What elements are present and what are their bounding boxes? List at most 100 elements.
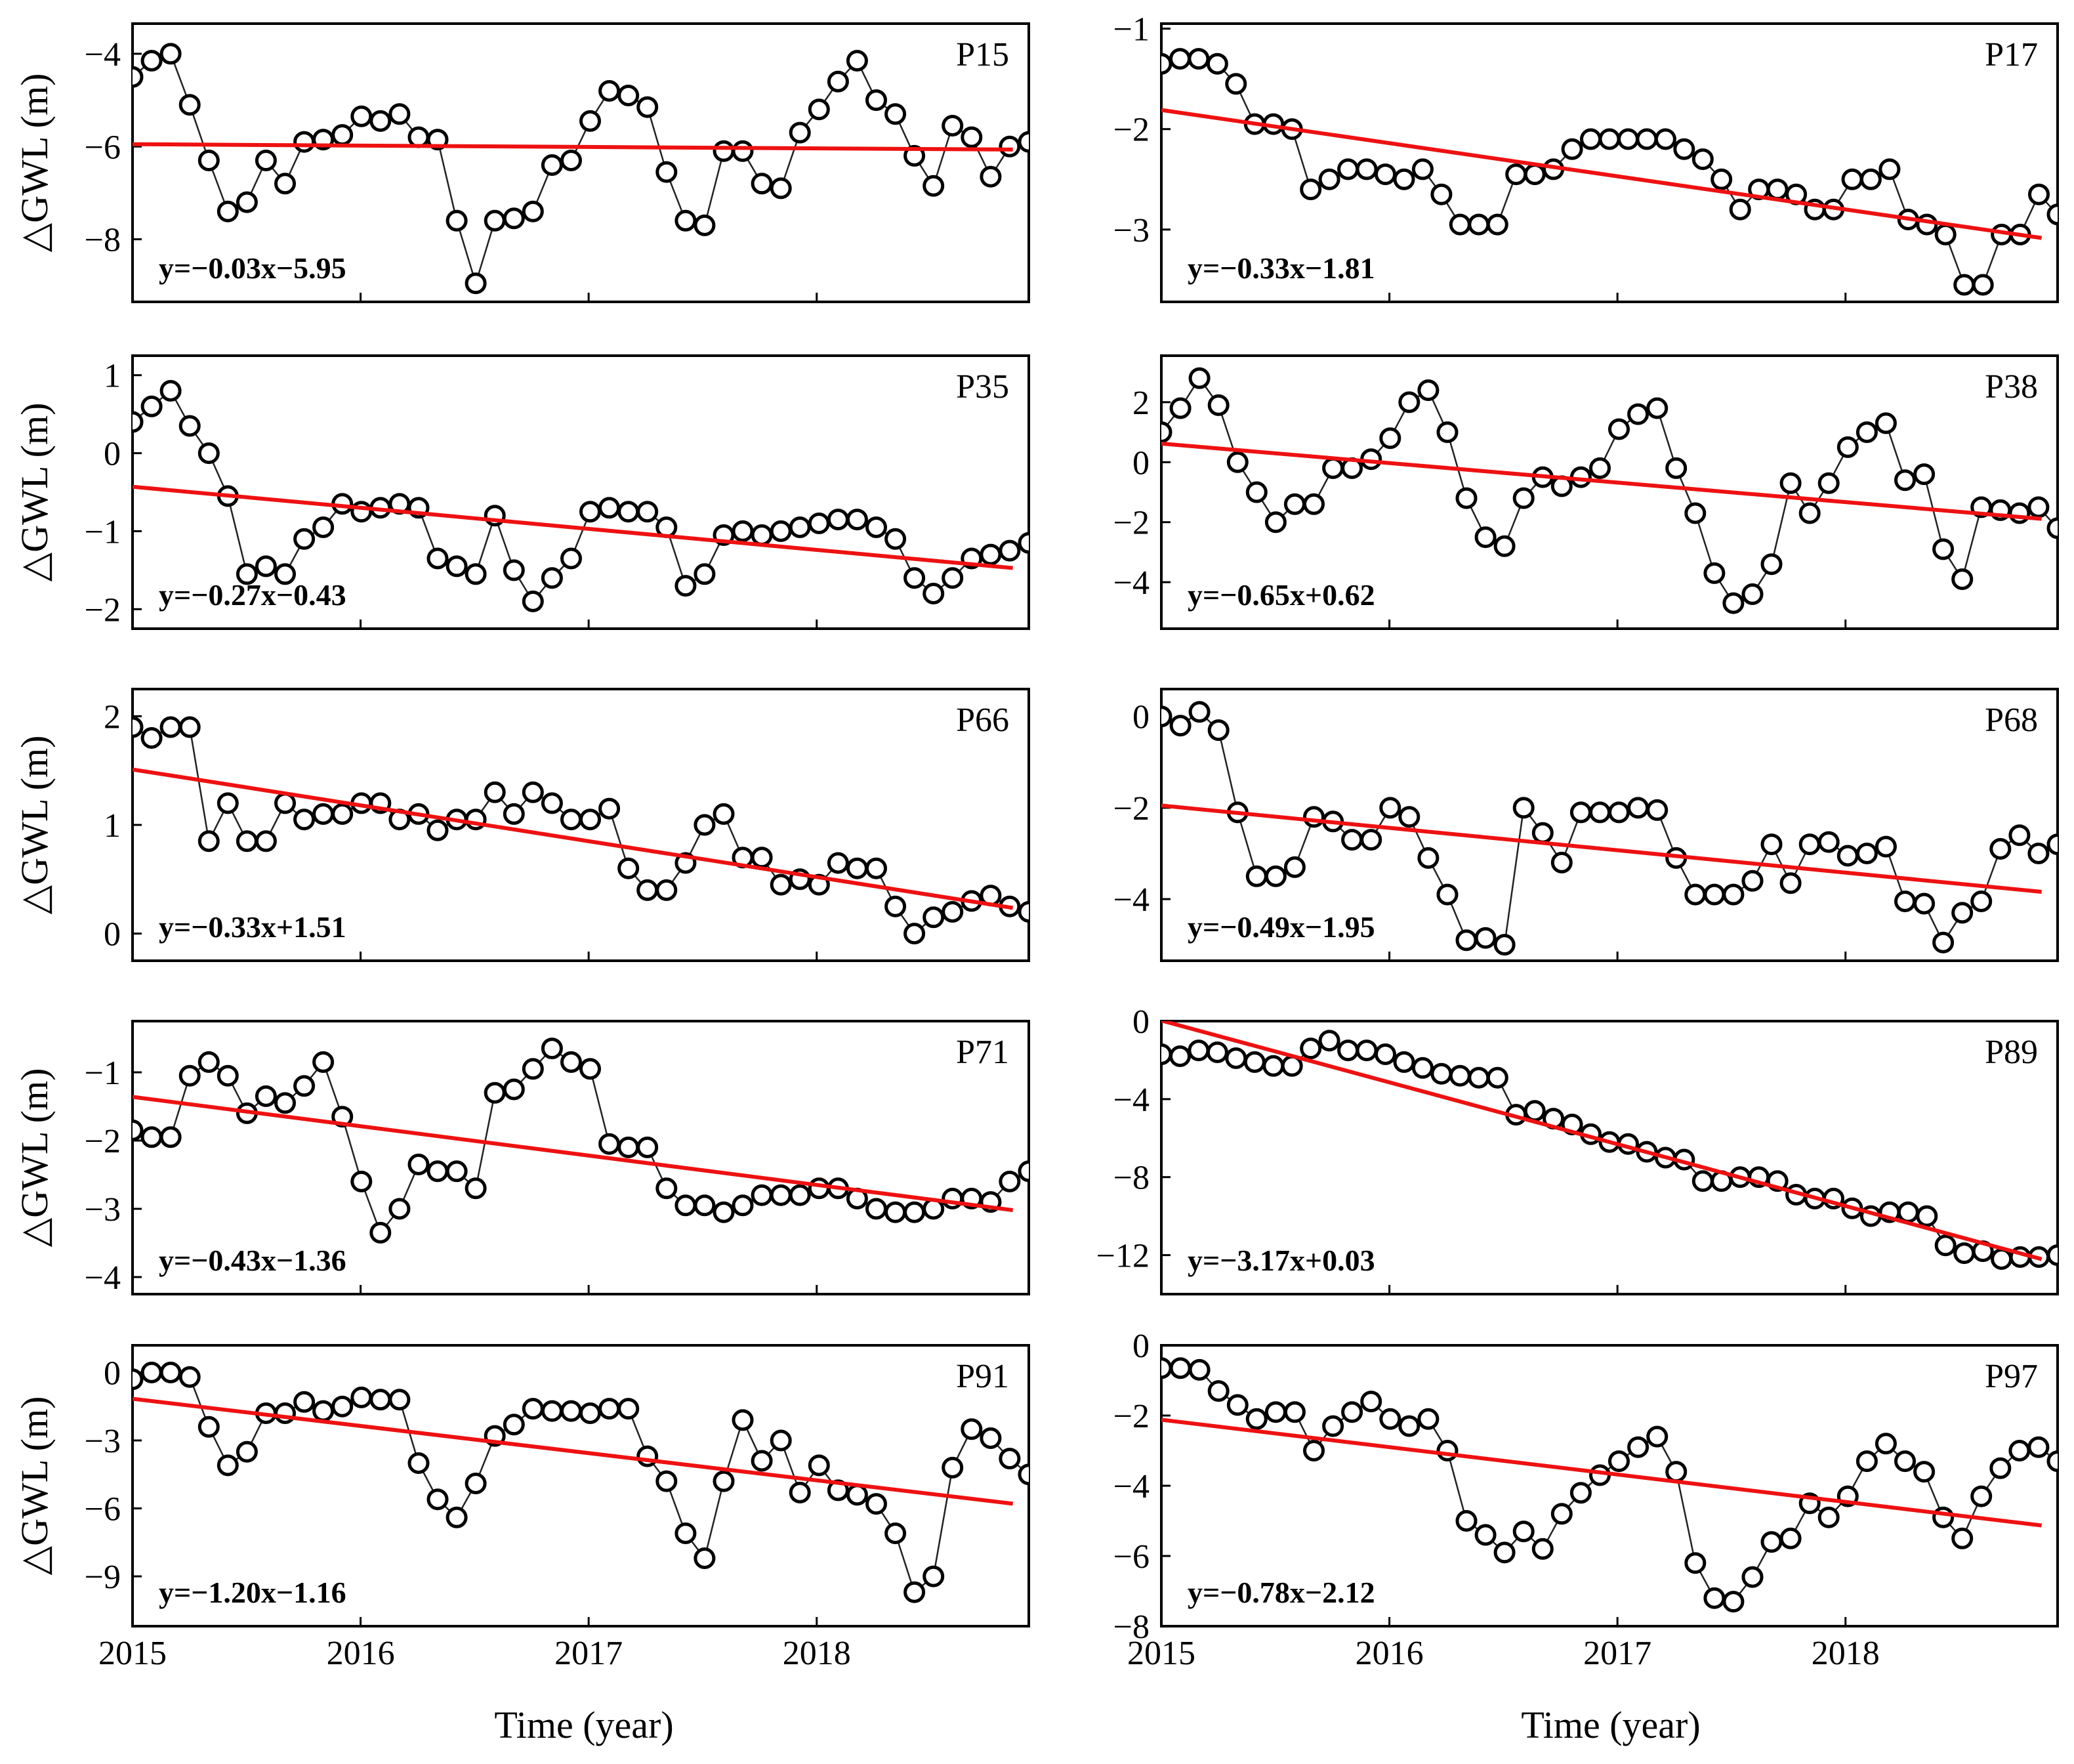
regression-equation-p91: y=−1.20x−1.16	[159, 1576, 346, 1609]
data-point-p66	[636, 879, 659, 901]
data-point-p35	[579, 501, 601, 523]
y-tick-label-p91: 0	[104, 1354, 121, 1392]
data-point-p97	[1360, 1391, 1382, 1413]
regression-equation-p66: y=−0.33x+1.51	[159, 910, 346, 944]
data-point-p15	[942, 115, 964, 136]
data-point-p15	[407, 126, 430, 148]
y-tick-label-p15: −8	[85, 222, 121, 259]
data-point-p38	[1245, 481, 1268, 503]
panel-label-p91: P91	[956, 1358, 1009, 1395]
data-point-p68	[1798, 833, 1821, 856]
data-point-p68	[1569, 801, 1592, 824]
data-point-p17	[1878, 158, 1901, 180]
data-point-p15	[446, 209, 468, 232]
y-tick-label-p97: 0	[1132, 1328, 1150, 1365]
data-point-p66	[617, 857, 640, 879]
y-tick-label-p38: 2	[1132, 385, 1150, 422]
data-point-p91	[770, 1429, 792, 1452]
data-point-p68	[1779, 872, 1802, 894]
data-point-p35	[274, 563, 296, 585]
data-point-p91	[923, 1565, 945, 1587]
data-point-p15	[369, 110, 392, 132]
data-point-p15	[846, 50, 868, 72]
data-point-p89	[1356, 1040, 1378, 1062]
data-point-p68	[1589, 801, 1611, 824]
data-point-p68	[1703, 883, 1726, 906]
panel-label-p66: P66	[956, 702, 1009, 739]
data-point-p17	[1449, 213, 1471, 236]
data-point-p15	[1018, 131, 1029, 153]
data-point-p35	[1018, 532, 1029, 554]
data-point-p17	[1468, 213, 1490, 236]
data-point-p35	[923, 583, 945, 604]
data-point-p38	[1493, 535, 1516, 557]
data-point-p66	[178, 716, 201, 738]
data-point-p17	[1580, 128, 1602, 150]
data-point-p89	[1169, 1045, 1191, 1067]
data-point-p35	[446, 555, 468, 578]
data-point-p66	[694, 814, 716, 836]
data-point-p17	[1841, 168, 1863, 190]
data-point-p91	[293, 1391, 316, 1413]
data-point-p15	[598, 80, 621, 102]
data-point-p68	[1970, 891, 1993, 912]
data-point-p35	[522, 590, 544, 612]
regression-equation-p89: y=−3.17x+0.03	[1188, 1244, 1375, 1277]
data-point-p15	[484, 209, 506, 232]
data-point-p17	[1617, 128, 1639, 150]
data-point-p38	[1474, 526, 1497, 549]
data-point-p71	[808, 1177, 830, 1200]
data-point-p35	[503, 559, 525, 581]
series-group-p97	[1161, 1357, 2058, 1613]
data-point-p91	[694, 1547, 716, 1569]
data-point-p68	[1474, 927, 1497, 949]
data-point-p68	[1455, 929, 1478, 952]
data-point-p35	[884, 528, 907, 550]
data-point-p15	[770, 177, 792, 200]
data-point-p38	[1188, 367, 1211, 389]
data-point-p15	[827, 70, 849, 93]
data-point-p66	[484, 781, 506, 803]
data-point-p71	[903, 1201, 926, 1223]
data-point-p71	[178, 1064, 201, 1087]
data-point-p15	[980, 165, 1002, 188]
data-point-p35	[350, 501, 373, 523]
data-point-p97	[1245, 1408, 1268, 1430]
x-tick-label-p91: 2017	[554, 1635, 623, 1672]
data-point-p38	[2027, 496, 2050, 518]
y-tick-label-p97: −4	[1113, 1468, 1150, 1505]
data-point-p68	[1646, 799, 1669, 821]
data-point-p91	[159, 1361, 182, 1383]
data-point-p91	[236, 1440, 258, 1463]
y-tick-label-p89: −12	[1096, 1238, 1150, 1275]
data-point-p66	[217, 792, 239, 814]
data-point-p89	[1916, 1205, 1938, 1227]
data-point-p91	[846, 1484, 868, 1506]
panel-frame-p91	[131, 1344, 1030, 1628]
data-point-p38	[1589, 457, 1611, 479]
series-group-p15	[133, 43, 1029, 295]
panel-p17: −1 −2 −3 P17 y=−0.33x−1.81	[1113, 11, 2059, 303]
data-point-p71	[350, 1170, 373, 1192]
regression-equation-p68: y=−0.49x−1.95	[1188, 910, 1375, 944]
data-point-p15	[293, 131, 316, 153]
data-point-p91	[598, 1398, 621, 1420]
regression-equation-p71: y=−0.43x−1.36	[159, 1244, 346, 1277]
data-point-p15	[884, 103, 907, 125]
data-point-p71	[465, 1177, 487, 1200]
y-tick-label-p66: 0	[104, 916, 121, 954]
data-point-p17	[1972, 274, 1994, 296]
data-point-p97	[1550, 1503, 1573, 1525]
data-point-p91	[961, 1418, 983, 1440]
data-point-p68	[1817, 831, 1840, 853]
data-point-p71	[159, 1126, 182, 1148]
data-point-p68	[1856, 843, 1878, 864]
data-point-p68	[1989, 838, 2012, 860]
data-point-p66	[923, 906, 945, 929]
data-point-p97	[1608, 1450, 1630, 1473]
y-tick-label-p15: −4	[85, 36, 121, 74]
data-point-p17	[1206, 52, 1228, 75]
data-point-p15	[694, 214, 716, 236]
y-tick-label-p17: −1	[1113, 11, 1150, 49]
